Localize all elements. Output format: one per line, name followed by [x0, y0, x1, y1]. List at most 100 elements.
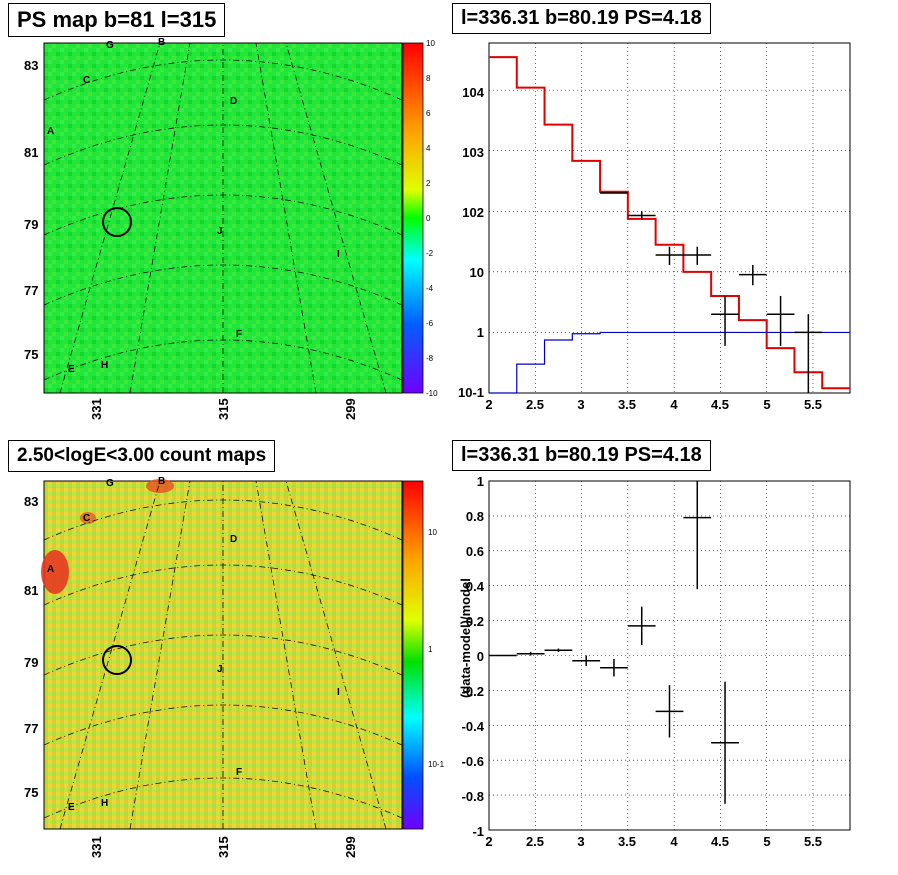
svg-text:77: 77	[24, 721, 38, 736]
svg-text:H: H	[101, 798, 108, 809]
model-step-line	[489, 56, 850, 390]
ps-map-lon-axis: 331 315 299	[89, 398, 358, 420]
spectrum-y-axis: 10-1 1 10 102 103 104	[458, 85, 485, 400]
svg-text:331: 331	[89, 398, 104, 420]
residual-y-axis: 1 0.8 0.6 0.4 0.2 0 -0.2 -0.4 -0.6 -0.8 …	[462, 474, 485, 839]
count-map-source-circle	[102, 645, 132, 675]
svg-text:0.2: 0.2	[466, 614, 484, 629]
residual-panel: 2 2.5 3 3.5 4 4.5 5 5.5 1 0.8 0.6 0.4 0.…	[458, 474, 851, 849]
svg-text:2: 2	[426, 179, 431, 188]
svg-text:3.5: 3.5	[618, 834, 636, 849]
count-map-lon-axis: 331 315 299	[89, 836, 358, 858]
svg-text:10-1: 10-1	[428, 760, 445, 769]
svg-text:10-1: 10-1	[458, 385, 484, 400]
count-map-colorbar	[402, 480, 424, 830]
svg-text:315: 315	[216, 398, 231, 420]
spectrum-title: l=336.31 b=80.19 PS=4.18	[452, 3, 711, 34]
marker-H: H	[101, 360, 108, 371]
residual-title: l=336.31 b=80.19 PS=4.18	[452, 440, 711, 471]
svg-text:C: C	[83, 513, 90, 524]
svg-text:-10: -10	[426, 389, 438, 398]
svg-text:F: F	[236, 767, 242, 778]
marker-D: D	[230, 96, 237, 107]
count-map-markers: G B C D A J I F H E	[47, 476, 340, 813]
count-map-panel: G B C D A J I F H E 83 81 79 77 75 331 3…	[24, 476, 445, 858]
svg-text:1: 1	[477, 474, 484, 489]
ps-map-grid	[43, 42, 403, 394]
residual-marks	[489, 481, 739, 804]
svg-text:4: 4	[670, 397, 678, 412]
svg-text:4.5: 4.5	[711, 397, 729, 412]
svg-text:81: 81	[24, 145, 38, 160]
svg-text:J: J	[217, 664, 223, 675]
svg-text:3: 3	[577, 834, 584, 849]
svg-text:4: 4	[426, 144, 431, 153]
svg-text:D: D	[230, 534, 237, 545]
svg-text:-0.6: -0.6	[462, 754, 484, 769]
spectrum-x-axis: 2 2.5 3 3.5 4 4.5 5 5.5	[485, 397, 822, 412]
svg-text:104: 104	[462, 85, 484, 100]
ps-map-title: PS map b=81 l=315	[8, 3, 226, 37]
marker-E: E	[68, 364, 75, 375]
residual-y-label: (data-model)/model	[458, 578, 473, 698]
count-map-hotspot-C	[80, 512, 96, 524]
svg-text:3: 3	[577, 397, 584, 412]
svg-text:6: 6	[426, 109, 431, 118]
spectrum-marks	[489, 56, 850, 394]
ps-map-colorbar-ticks: 10 8 6 4 2 0 -2 -4 -6 -8 -10	[426, 39, 438, 398]
spectrum-panel: 2 2.5 3 3.5 4 4.5 5 5.5 10-1 1 10 102 10…	[458, 42, 851, 412]
svg-text:0: 0	[477, 649, 484, 664]
svg-text:315: 315	[216, 836, 231, 858]
svg-text:81: 81	[24, 583, 38, 598]
svg-text:-0.8: -0.8	[462, 789, 484, 804]
svg-text:5: 5	[763, 397, 770, 412]
svg-text:E: E	[68, 802, 75, 813]
svg-text:-1: -1	[472, 824, 484, 839]
svg-text:-8: -8	[426, 354, 434, 363]
svg-text:1: 1	[428, 645, 433, 654]
svg-text:2: 2	[485, 834, 492, 849]
residual-grid	[489, 481, 850, 830]
svg-text:77: 77	[24, 283, 38, 298]
svg-text:3.5: 3.5	[618, 397, 636, 412]
svg-text:A: A	[47, 564, 54, 575]
svg-text:79: 79	[24, 217, 38, 232]
svg-text:299: 299	[343, 836, 358, 858]
svg-text:331: 331	[89, 836, 104, 858]
svg-text:-4: -4	[426, 284, 434, 293]
svg-text:G: G	[106, 478, 114, 489]
svg-text:103: 103	[462, 145, 484, 160]
count-map-lat-axis: 83 81 79 77 75	[24, 494, 38, 800]
marker-I: I	[337, 249, 340, 260]
svg-text:83: 83	[24, 494, 38, 509]
svg-text:-6: -6	[426, 319, 434, 328]
svg-text:5.5: 5.5	[804, 397, 822, 412]
svg-text:B: B	[158, 476, 165, 487]
svg-text:2.5: 2.5	[526, 397, 544, 412]
svg-text:1: 1	[477, 325, 484, 340]
svg-text:10: 10	[428, 528, 437, 537]
svg-text:75: 75	[24, 347, 38, 362]
svg-text:0.6: 0.6	[466, 544, 484, 559]
count-map-grid	[43, 480, 403, 830]
residual-x-axis: 2 2.5 3 3.5 4 4.5 5 5.5	[485, 834, 822, 849]
svg-text:5: 5	[763, 834, 770, 849]
svg-text:10: 10	[426, 39, 435, 48]
svg-text:10: 10	[470, 265, 484, 280]
marker-J: J	[217, 226, 223, 237]
count-map-hotspot-A	[41, 550, 69, 594]
count-map-title: 2.50<logE<3.00 count maps	[8, 440, 276, 472]
marker-F: F	[236, 329, 242, 340]
svg-text:75: 75	[24, 785, 38, 800]
svg-text:299: 299	[343, 398, 358, 420]
count-map-hotspot-B	[146, 479, 174, 493]
svg-text:0.8: 0.8	[466, 509, 484, 524]
ps-map-source-circle	[102, 207, 132, 237]
svg-text:8: 8	[426, 74, 431, 83]
svg-text:-0.4: -0.4	[462, 719, 485, 734]
marker-C: C	[83, 75, 90, 86]
svg-text:0: 0	[426, 214, 431, 223]
svg-text:-2: -2	[426, 249, 434, 258]
svg-text:4: 4	[670, 834, 678, 849]
svg-text:I: I	[337, 687, 340, 698]
